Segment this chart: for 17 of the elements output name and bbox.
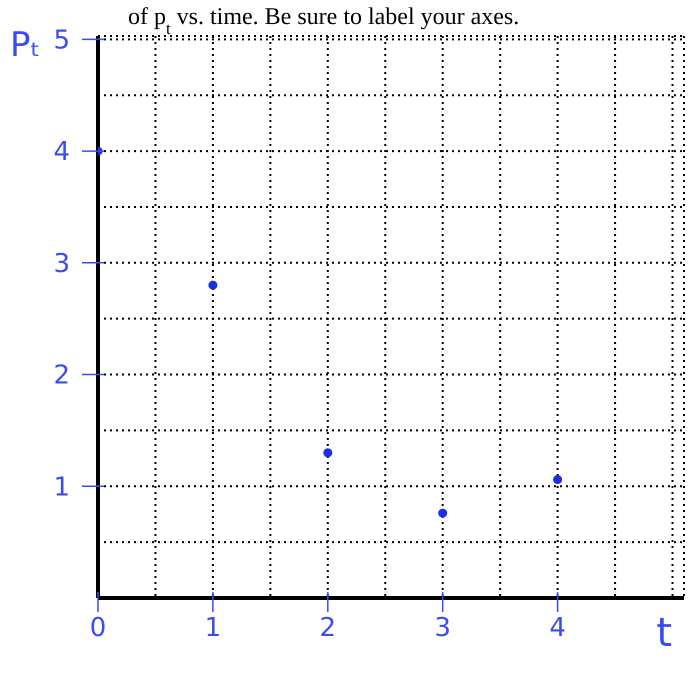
y-tick-label: 4 <box>53 137 70 168</box>
x-tick-label: 3 <box>434 613 451 643</box>
point <box>553 475 562 484</box>
point <box>438 508 448 518</box>
y-tick-label: 2 <box>53 360 70 391</box>
x-axis-title: t <box>656 610 672 656</box>
x-tick-label: 2 <box>320 613 336 643</box>
y-tick-label: 1 <box>53 472 70 502</box>
point <box>208 280 218 290</box>
x-tick-label: 0 <box>90 613 106 643</box>
y-tick-label: 3 <box>53 248 70 279</box>
y-axis-title: Pₜ <box>10 25 41 65</box>
y-tick-label: 5 <box>53 25 70 56</box>
x-tick-label: 4 <box>549 613 566 643</box>
x-tick-label: 1 <box>204 613 222 643</box>
annotation: of p$_{t}$ vs. time. Be sure to label your axes. <box>128 4 520 38</box>
point <box>323 448 332 458</box>
